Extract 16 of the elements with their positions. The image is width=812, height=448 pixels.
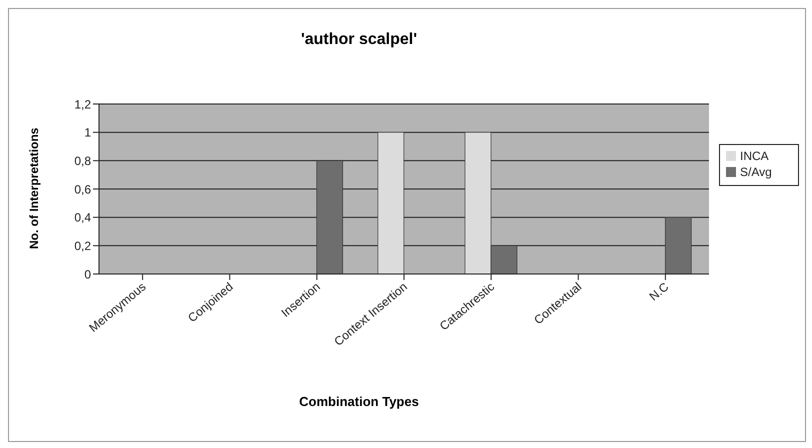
bar [378,132,404,274]
x-axis-title: Combination Types [298,394,420,409]
y-tick-label: 0,6 [74,182,92,196]
y-tick-label: 0 [84,267,92,282]
chart-title: 'author scalpel' [300,31,418,49]
y-tick-label: 1 [84,126,92,140]
bar [664,217,692,274]
y-tick-label: 0,4 [74,210,92,225]
y-tick-label: 0,2 [74,238,92,253]
y-tick-label: 1,2 [74,97,92,112]
legend-label: INCA [740,149,769,163]
legend-label: S/Avg [740,165,772,179]
bar [316,160,344,274]
y-tick-label: 0,8 [74,154,92,168]
y-axis-title: No. of Interpretations [27,128,41,249]
x-tick-label: N.C [646,279,672,304]
